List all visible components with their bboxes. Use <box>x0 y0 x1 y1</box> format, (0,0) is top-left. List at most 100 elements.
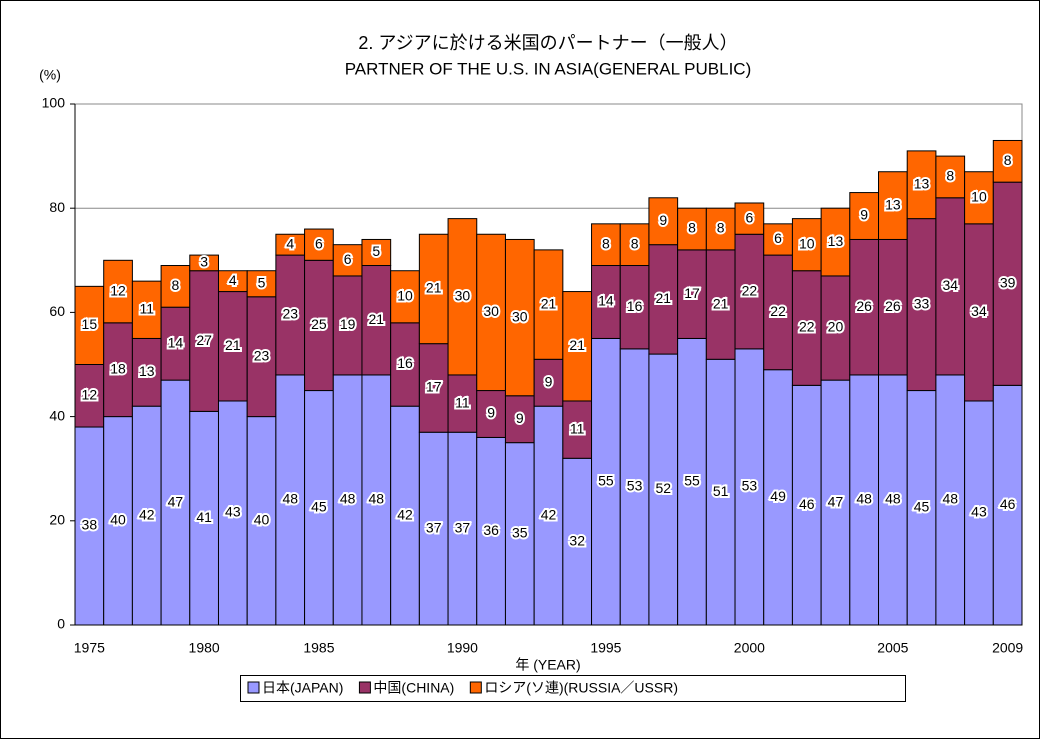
bar-segment <box>189 254 219 272</box>
y-tick-label: 20 <box>49 512 65 528</box>
value-label: 3 <box>200 254 208 270</box>
value-label: 4 <box>229 272 237 288</box>
bar-segment <box>131 405 162 626</box>
value-label: 14 <box>598 293 614 309</box>
value-label: 48 <box>885 491 901 507</box>
value-label: 25 <box>311 316 327 332</box>
x-tick-label: 2000 <box>734 640 765 656</box>
value-label: 47 <box>168 493 184 509</box>
value-label: 13 <box>914 175 930 191</box>
value-label: 45 <box>914 498 930 514</box>
legend-box <box>240 675 906 702</box>
bar-segment <box>304 259 334 392</box>
bar-segment <box>246 296 277 418</box>
value-label: 5 <box>258 274 266 290</box>
value-label: 27 <box>196 332 212 348</box>
bar-segment <box>562 291 593 402</box>
value-label: 8 <box>172 277 180 293</box>
value-label: 9 <box>860 207 868 223</box>
legend-swatch <box>358 681 371 694</box>
bar-segment <box>447 374 478 433</box>
value-label: 10 <box>397 287 413 303</box>
value-label: 38 <box>82 517 98 533</box>
value-label: 53 <box>742 478 758 494</box>
x-tick-label: 1990 <box>447 640 478 656</box>
bar-segment <box>275 254 306 376</box>
value-label: 9 <box>487 405 495 421</box>
chart-subtitle: PARTNER OF THE U.S. IN ASIA(GENERAL PUBL… <box>345 59 752 78</box>
bar-segment <box>849 192 880 240</box>
value-label: 11 <box>139 300 154 316</box>
bar-segment <box>217 291 248 402</box>
value-label: 35 <box>512 525 528 541</box>
value-label: 48 <box>340 491 356 507</box>
bar-segment <box>906 390 937 626</box>
value-label: 21 <box>369 311 385 327</box>
bar-segment <box>533 249 564 360</box>
bar-segment <box>160 306 191 381</box>
bar-segment <box>878 171 908 240</box>
bar-segment <box>160 265 191 308</box>
value-label: 33 <box>914 295 930 311</box>
value-label: 40 <box>110 512 126 528</box>
x-axis-label: 年 (YEAR) <box>515 657 580 673</box>
bar-segment <box>791 218 822 272</box>
value-label: 45 <box>311 498 327 514</box>
value-label: 21 <box>225 337 241 353</box>
bar-segment <box>734 202 765 235</box>
bar-segment <box>361 238 392 267</box>
bar-segment <box>964 171 994 225</box>
bar-segment <box>906 218 937 392</box>
value-label: 49 <box>770 488 786 504</box>
value-label: 41 <box>196 509 212 525</box>
value-label: 17 <box>426 379 442 395</box>
value-label: 13 <box>828 233 844 249</box>
y-tick-label: 80 <box>49 199 65 215</box>
bar-segment <box>418 233 449 345</box>
x-tick-label: 1980 <box>189 640 220 656</box>
bar-segment <box>418 343 449 433</box>
value-label: 48 <box>942 491 958 507</box>
value-label: 9 <box>545 373 553 389</box>
value-label: 8 <box>688 220 696 236</box>
value-label: 22 <box>799 319 815 335</box>
value-label: 11 <box>570 420 585 436</box>
y-tick-label: 0 <box>57 616 65 632</box>
x-tick-label: 1995 <box>590 640 621 656</box>
value-label: 6 <box>774 230 782 246</box>
value-label: 12 <box>110 282 126 298</box>
legend-label: ロシア(ソ連)(RUSSIA／USSR) <box>484 680 678 696</box>
bar-segment <box>849 238 880 376</box>
value-label: 23 <box>254 347 270 363</box>
bar-segment <box>992 139 1023 183</box>
bar-segment <box>332 244 363 277</box>
value-label: 22 <box>770 303 786 319</box>
y-tick-label: 100 <box>42 95 66 111</box>
value-label: 55 <box>598 472 614 488</box>
value-label: 42 <box>541 506 557 522</box>
bar-segment <box>619 223 650 267</box>
x-tick-label: 2009 <box>992 640 1023 656</box>
value-label: 39 <box>1000 274 1016 290</box>
value-label: 18 <box>110 360 126 376</box>
bar-segment <box>361 265 392 376</box>
value-label: 11 <box>455 394 470 410</box>
value-label: 52 <box>655 480 671 496</box>
bar-segment <box>677 207 707 251</box>
value-label: 43 <box>971 504 987 520</box>
bar-segment <box>964 223 994 402</box>
bar-segment <box>390 270 420 324</box>
value-label: 5 <box>372 243 380 259</box>
bar-segment <box>935 374 966 626</box>
value-label: 8 <box>946 168 954 184</box>
value-label: 30 <box>455 287 471 303</box>
value-label: 21 <box>541 295 557 311</box>
bar-segment <box>591 337 621 626</box>
y-tick-label: 60 <box>49 303 65 319</box>
bar-segment <box>619 265 650 350</box>
bar-segment <box>591 265 621 339</box>
bar-segment <box>275 374 306 626</box>
bar-segment <box>734 348 765 626</box>
value-label: 6 <box>745 209 753 225</box>
